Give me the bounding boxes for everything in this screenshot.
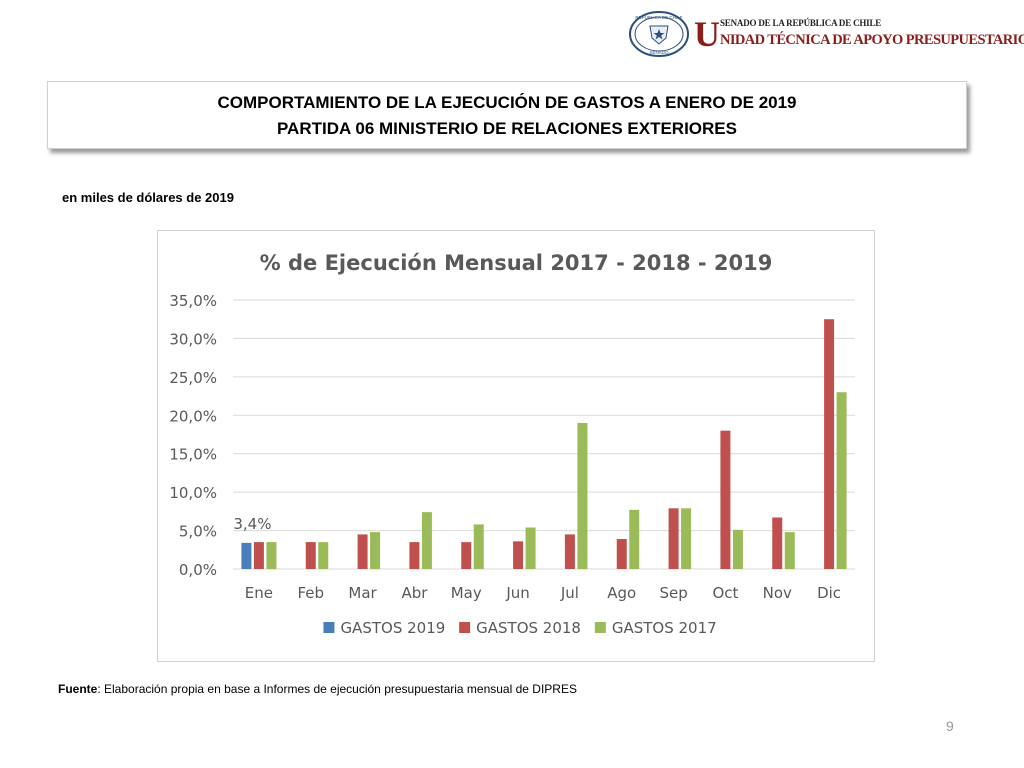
x-tick-label: Abr xyxy=(401,584,428,602)
bar-mar-gastos-2018 xyxy=(357,534,368,569)
slide-title-box: COMPORTAMIENTO DE LA EJECUCIÓN DE GASTOS… xyxy=(47,81,967,149)
bar-jun-gastos-2017 xyxy=(525,527,536,569)
bar-ago-gastos-2018 xyxy=(616,539,627,569)
bar-sep-gastos-2017 xyxy=(681,508,692,569)
bar-dic-gastos-2018 xyxy=(824,319,835,569)
seal-top-text: REPÚBLICA DE CHILE xyxy=(635,14,682,20)
bar-abr-gastos-2017 xyxy=(421,512,432,569)
bar-ago-gastos-2017 xyxy=(629,509,640,569)
bar-oct-gastos-2017 xyxy=(732,529,743,569)
page-number: 9 xyxy=(946,718,954,734)
y-tick-label: 20,0% xyxy=(169,407,217,425)
x-tick-label: May xyxy=(451,584,482,602)
y-tick-label: 5,0% xyxy=(179,523,217,541)
legend-swatch xyxy=(594,622,606,633)
data-label: 3,4% xyxy=(233,515,271,533)
bar-may-gastos-2017 xyxy=(473,524,484,569)
chart-frame: % de Ejecución Mensual 2017 - 2018 - 201… xyxy=(157,230,875,662)
legend-label: GASTOS 2018 xyxy=(476,619,581,637)
x-tick-label: Mar xyxy=(348,584,377,602)
x-tick-label: Sep xyxy=(659,584,687,602)
x-tick-label: Nov xyxy=(763,584,792,602)
bar-feb-gastos-2017 xyxy=(318,542,329,569)
y-tick-label: 15,0% xyxy=(169,446,217,464)
bar-jun-gastos-2018 xyxy=(513,541,524,569)
bar-jul-gastos-2018 xyxy=(564,534,575,569)
logo-top-text: SENADO DE LA REPÚBLICA DE CHILE xyxy=(720,18,882,28)
bar-jul-gastos-2017 xyxy=(577,422,588,569)
x-tick-label: Ago xyxy=(607,584,636,602)
bar-ene-gastos-2019 xyxy=(241,542,252,569)
source-note: Fuente: Elaboración propia en base a Inf… xyxy=(58,682,577,696)
legend-swatch xyxy=(323,622,335,633)
source-label: Fuente xyxy=(58,682,98,696)
legend-label: GASTOS 2019 xyxy=(340,619,445,637)
legend-swatch xyxy=(459,622,471,633)
chart-title: % de Ejecución Mensual 2017 - 2018 - 201… xyxy=(260,251,773,275)
y-tick-label: 25,0% xyxy=(169,369,217,387)
bar-ene-gastos-2017 xyxy=(266,542,277,569)
x-tick-label: Dic xyxy=(817,584,841,602)
y-tick-label: 35,0% xyxy=(169,292,217,310)
x-tick-label: Oct xyxy=(712,584,738,602)
bar-nov-gastos-2018 xyxy=(772,517,783,569)
execution-bar-chart: % de Ejecución Mensual 2017 - 2018 - 201… xyxy=(169,251,855,637)
x-tick-label: Jul xyxy=(560,584,579,602)
y-tick-label: 0,0% xyxy=(179,561,217,579)
units-subtitle: en miles de dólares de 2019 xyxy=(62,190,234,205)
x-tick-label: Ene xyxy=(245,584,273,602)
source-text: : Elaboración propia en base a Informes … xyxy=(97,682,577,696)
logo-initial: U xyxy=(694,14,720,54)
bar-oct-gastos-2018 xyxy=(720,430,731,569)
senate-logo: REPÚBLICA DE CHILE SENADO U SENADO DE LA… xyxy=(628,10,1024,58)
bar-abr-gastos-2018 xyxy=(409,542,420,569)
legend-label: GASTOS 2017 xyxy=(612,619,717,637)
senate-seal-icon: REPÚBLICA DE CHILE SENADO xyxy=(629,11,689,57)
bar-sep-gastos-2018 xyxy=(668,508,679,569)
bar-dic-gastos-2017 xyxy=(836,392,847,569)
slide-title-line-1: COMPORTAMIENTO DE LA EJECUCIÓN DE GASTOS… xyxy=(217,93,797,112)
bar-ene-gastos-2018 xyxy=(253,542,264,569)
bar-may-gastos-2018 xyxy=(461,542,472,569)
x-tick-label: Feb xyxy=(297,584,324,602)
logo-bottom-text: NIDAD TÉCNICA DE APOYO PRESUPUESTARIO xyxy=(720,32,1024,48)
x-tick-label: Jun xyxy=(505,584,529,602)
bar-nov-gastos-2017 xyxy=(784,532,795,569)
bar-mar-gastos-2017 xyxy=(370,532,381,569)
slide-title-line-2: PARTIDA 06 MINISTERIO DE RELACIONES EXTE… xyxy=(276,119,737,138)
seal-bottom-text: SENADO xyxy=(649,50,669,55)
y-tick-label: 30,0% xyxy=(169,330,217,348)
bar-feb-gastos-2018 xyxy=(305,542,316,569)
y-tick-label: 10,0% xyxy=(169,484,217,502)
